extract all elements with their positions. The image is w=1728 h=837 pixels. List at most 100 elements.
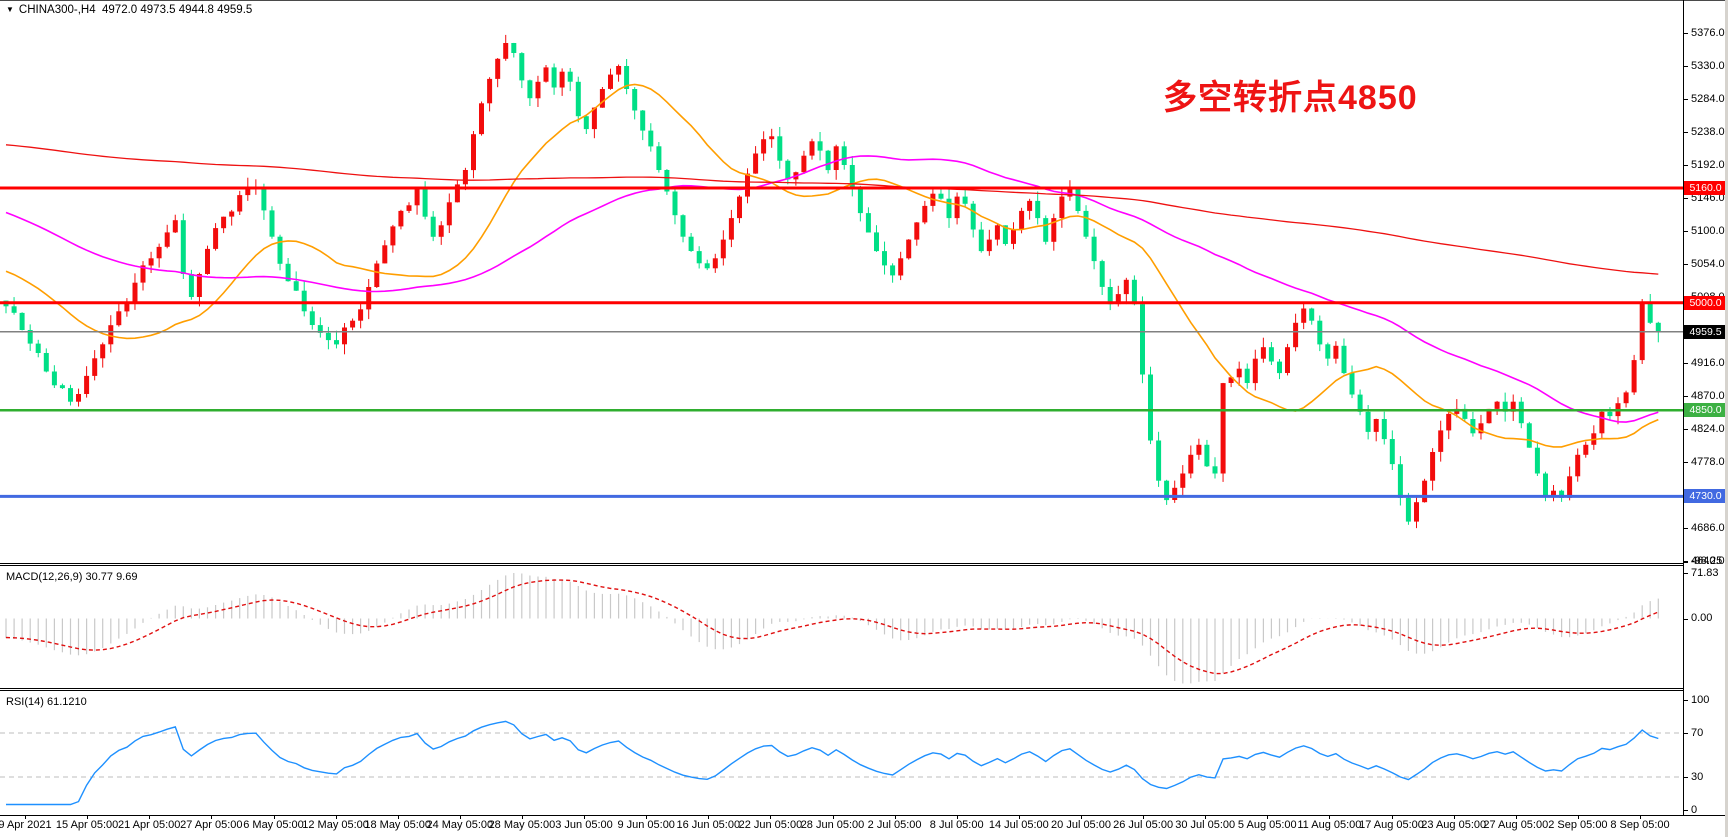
chevron-down-icon[interactable]: ▼ [6,5,14,14]
candle-body [898,258,904,276]
candle-body [825,150,831,171]
candle-body [35,343,41,353]
candle-body [76,394,81,402]
candle-body [205,248,210,274]
time-axis-label: 9 Jun 05:00 [617,819,675,831]
price-axis-label: 5376.0 [1691,26,1725,39]
candle-body [317,325,323,333]
candle-body [591,107,597,130]
candle-body [350,320,356,328]
candle-body [1277,361,1282,374]
price-tick [1684,198,1688,199]
candle-body [1236,368,1242,378]
candle-body [108,325,114,345]
candle-body [1156,440,1162,481]
panel-separator[interactable] [0,688,1683,691]
candle-body [148,258,154,266]
candle-body [422,189,428,217]
candle-body [1002,225,1008,244]
price-tick [1684,561,1688,562]
panel-separator[interactable] [0,563,1683,566]
rsi-tick [1684,810,1688,811]
macd-panel[interactable] [0,567,1683,688]
candle-body [761,139,767,154]
candlestick-chart[interactable] [0,0,1683,563]
candle-body [471,134,476,171]
candle-body [1655,322,1661,332]
candle-body [293,281,299,291]
ma-line-mid [5,155,1659,423]
candle-body [865,213,871,233]
macd-tick [1684,561,1688,563]
candle-body [221,216,227,229]
ohlc-quote: 4972.0 4973.5 4944.8 4959.5 [102,4,253,16]
time-axis-label: 17 Aug 05:00 [1359,819,1424,831]
time-tick [1143,815,1145,819]
time-axis-label: 9 Apr 2021 [0,819,52,831]
candle-body [849,165,855,190]
time-axis-label: 23 Aug 05:00 [1421,819,1487,831]
candle-body [495,58,501,79]
candle-body [583,116,589,130]
candle-body [19,312,25,330]
candle-body [414,189,420,206]
candle-body [398,210,404,227]
time-axis-label: 12 May 05:00 [302,819,369,831]
candle-body [1301,308,1307,323]
candle-body [1317,320,1323,345]
candle-body [1099,261,1105,287]
time-axis-label: 5 Aug 05:00 [1237,819,1297,831]
candle-body [511,43,517,53]
candle-body [1349,373,1355,395]
candle-body [785,160,791,180]
price-axis-label: 4824.0 [1691,422,1725,435]
candle-body [994,225,1000,240]
macd-signal-line [5,579,1659,675]
candle-body [1607,411,1613,417]
candle-body [454,184,460,203]
rsi-tick [1684,700,1688,701]
candle-body [462,170,468,185]
rsi-panel[interactable] [0,692,1683,815]
time-tick [1640,815,1641,819]
candle-body [84,375,90,394]
candle-body [1422,480,1428,503]
rsi-tick [1684,777,1688,778]
candle-body [519,53,525,81]
price-tick [1684,264,1688,265]
candle-body [27,330,33,344]
candle-body [245,187,251,196]
time-axis-label: 26 Jul 05:00 [1113,819,1174,831]
price-badge-support: 4850.0 [1684,403,1727,418]
candle-body [962,196,968,204]
candle-body [543,67,549,82]
candle-body [720,239,726,259]
candle-body [1534,447,1540,474]
candle-body [1051,218,1057,242]
candle-body [688,236,694,251]
candle-body [1252,358,1258,384]
candle-body [809,141,815,156]
candle-body [1140,304,1145,375]
candle-body [753,153,759,174]
candle-body [1631,360,1637,393]
candle-body [301,290,307,312]
candle-body [180,220,186,274]
candle-body [68,388,73,402]
macd-axis-label: 0.00 [1691,612,1713,624]
candle-body [906,239,912,259]
price-tick [1684,429,1688,430]
time-axis-label: 20 Jul 05:00 [1051,819,1111,831]
time-tick [584,815,585,819]
time-tick [1577,815,1579,819]
candle-body [1333,345,1339,359]
candle-body [648,130,654,147]
candle-body [1365,411,1371,432]
candle-body [92,358,98,376]
candle-body [1526,423,1532,448]
candle-body [51,371,57,386]
candle-body [1551,490,1556,495]
time-axis-label: 24 May 05:00 [426,819,494,831]
price-axis-label: 5054.0 [1691,257,1725,270]
time-tick [832,815,834,819]
